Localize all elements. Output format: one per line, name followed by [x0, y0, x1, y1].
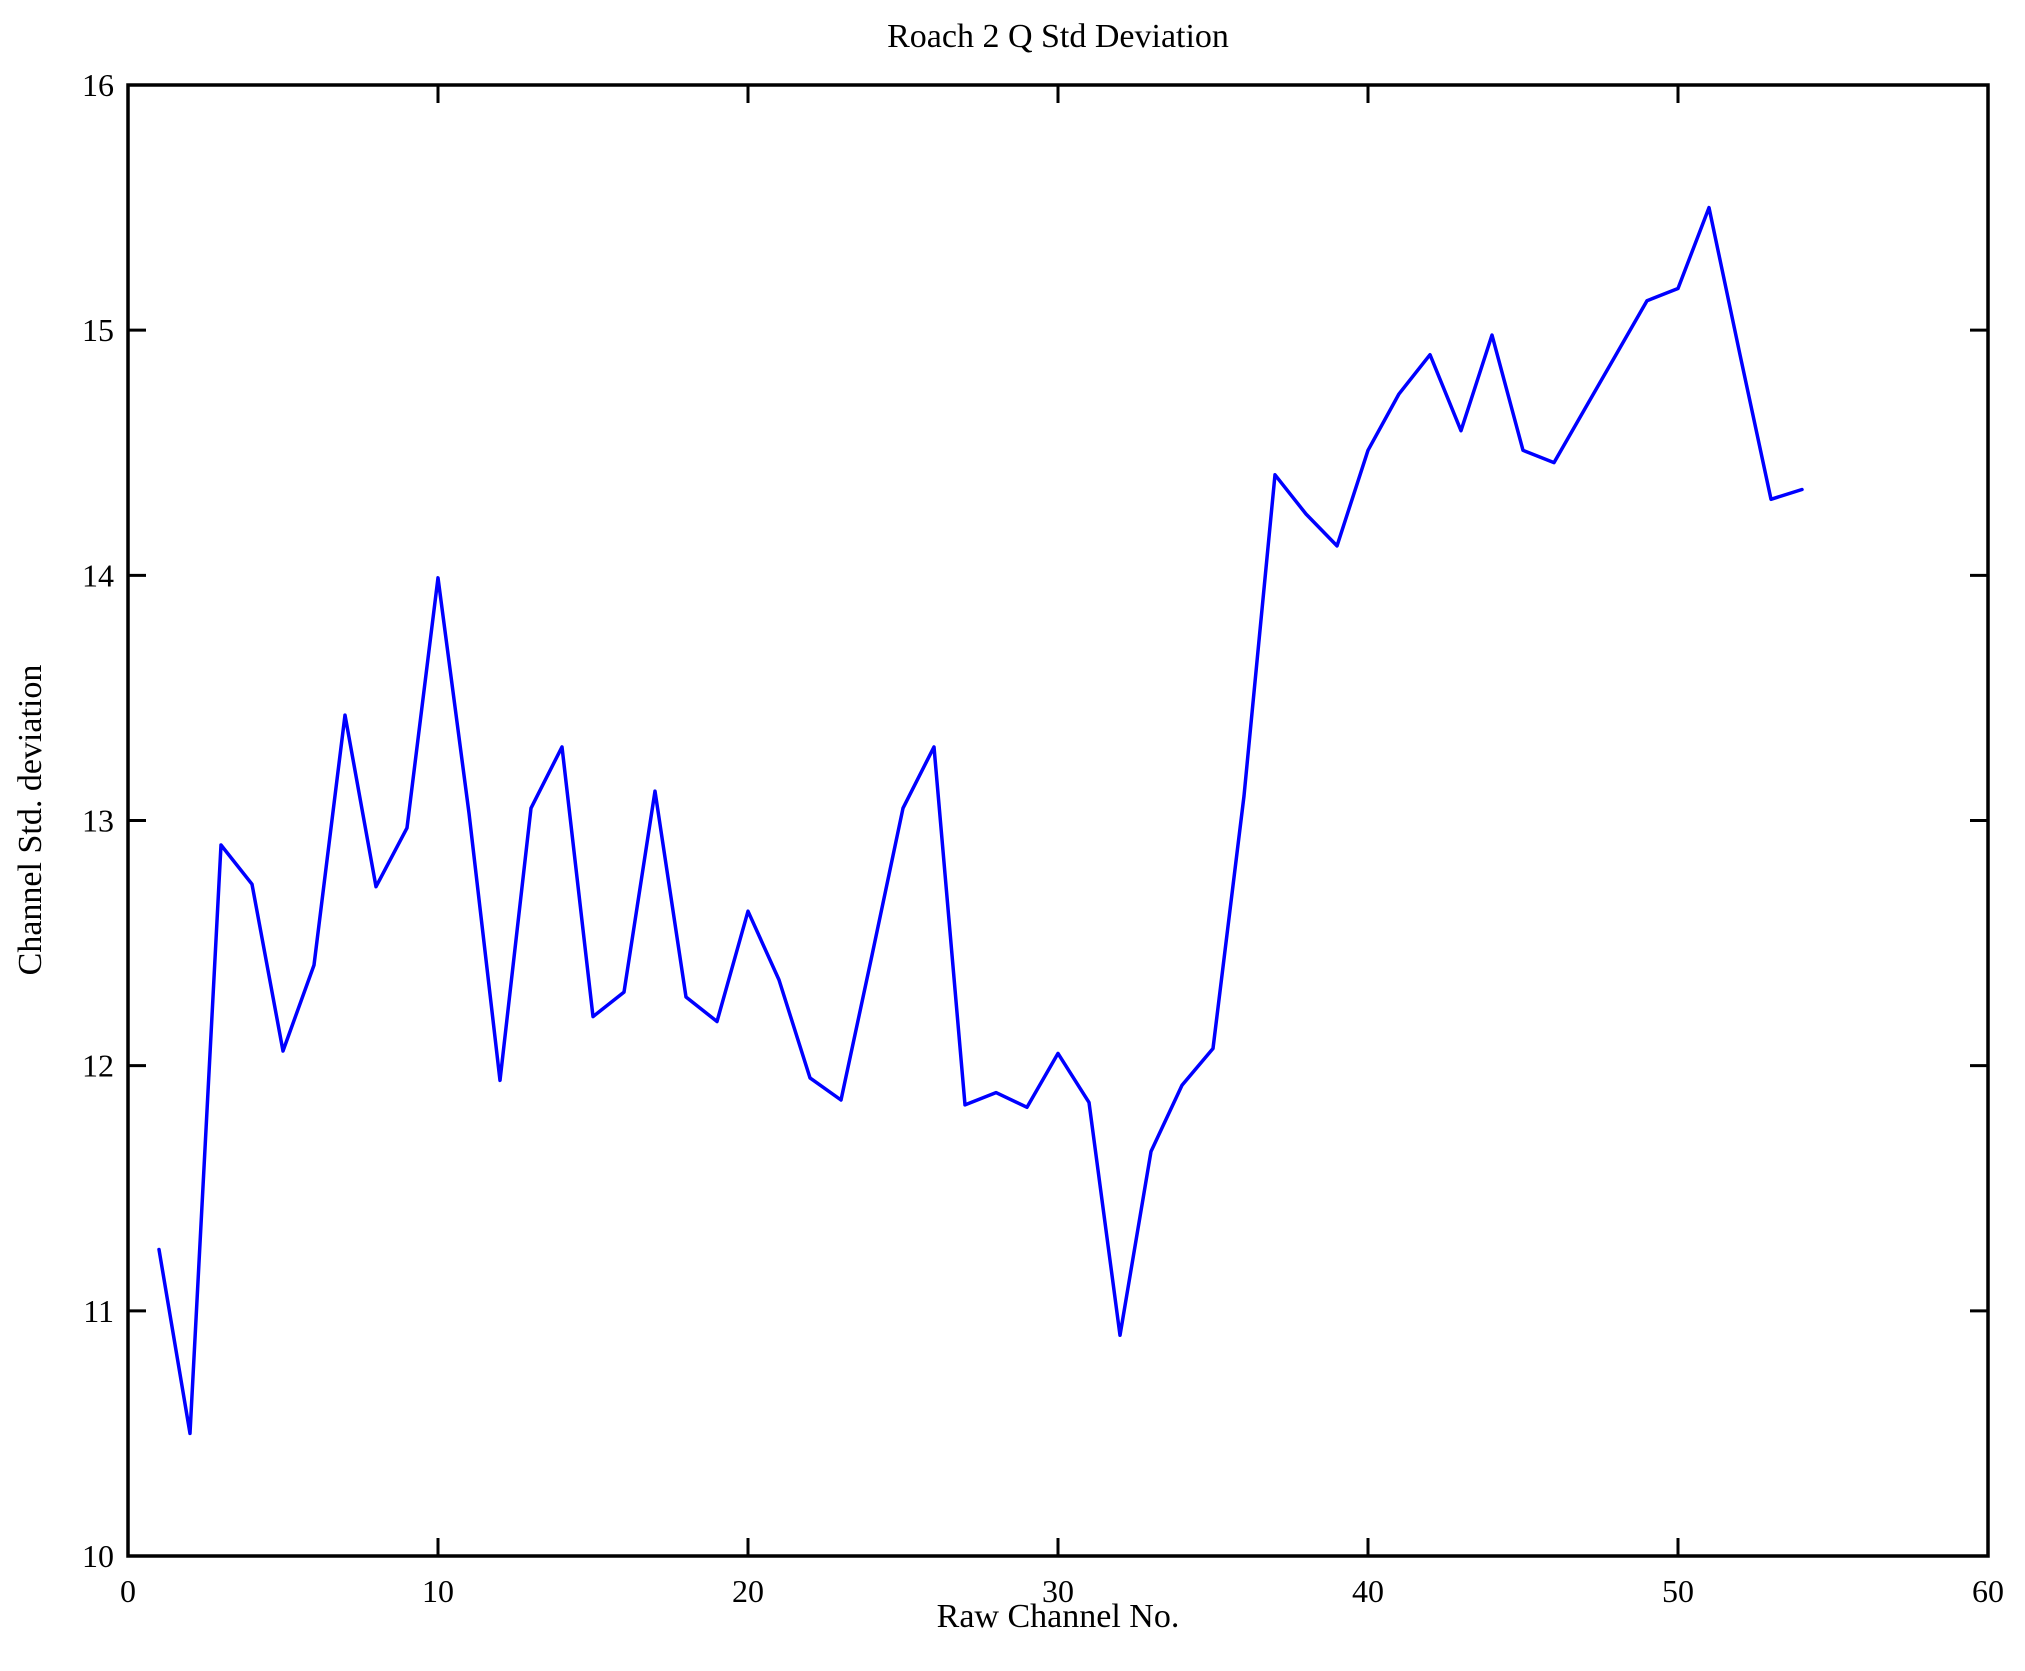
x-axis-label: Raw Channel No.	[936, 1598, 1180, 1635]
x-tick-label: 20	[732, 1573, 764, 1609]
x-tick-label: 0	[120, 1573, 136, 1609]
y-tick-label: 14	[82, 557, 114, 593]
chart-title: Roach 2 Q Std Deviation	[887, 18, 1229, 55]
data-line	[157, 205, 1804, 1436]
x-tick-label: 60	[1972, 1573, 2004, 1609]
x-tick-label: 30	[1042, 1573, 1074, 1609]
y-tick-label: 16	[82, 67, 114, 103]
x-tick-label: 40	[1352, 1573, 1384, 1609]
y-tick-label: 13	[82, 803, 114, 839]
x-tick-label: 10	[422, 1573, 454, 1609]
x-tick-label: 50	[1662, 1573, 1694, 1609]
y-tick-label: 10	[82, 1538, 114, 1574]
y-tick-label: 11	[83, 1293, 114, 1329]
y-tick-label: 12	[82, 1048, 114, 1084]
y-tick-label: 15	[82, 312, 114, 348]
